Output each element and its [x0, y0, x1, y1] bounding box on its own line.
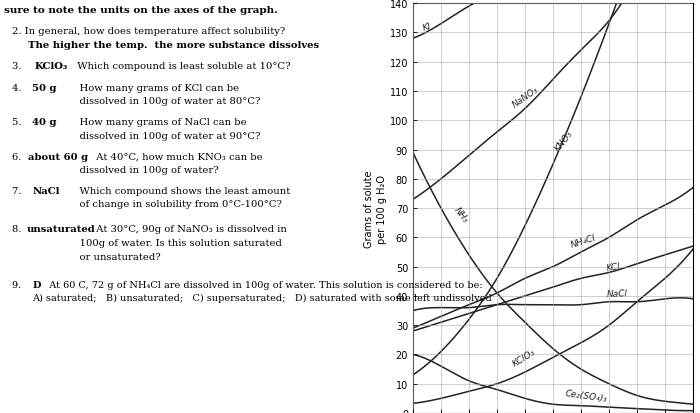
Text: 2. In general, how does temperature affect solubility?: 2. In general, how does temperature affe… [12, 26, 286, 36]
Text: 6.: 6. [12, 152, 28, 161]
Text: At 30°C, 90g of NaNO₃ is dissolved in: At 30°C, 90g of NaNO₃ is dissolved in [90, 225, 287, 234]
Text: dissolved in 100g of water at 80°C?: dissolved in 100g of water at 80°C? [67, 97, 260, 106]
Y-axis label: Grams of solute
per 100 g H₂O: Grams of solute per 100 g H₂O [365, 170, 387, 247]
Text: NaCl: NaCl [32, 187, 60, 195]
Text: 100g of water. Is this solution saturated: 100g of water. Is this solution saturate… [67, 238, 282, 247]
Text: NH₄Cl: NH₄Cl [570, 233, 597, 249]
Text: or unsaturated?: or unsaturated? [67, 252, 160, 261]
Text: Which compound shows the least amount: Which compound shows the least amount [67, 187, 290, 195]
Text: NaNO₃: NaNO₃ [511, 85, 540, 110]
Text: unsaturated: unsaturated [27, 225, 95, 234]
Text: At 40°C, how much KNO₃ can be: At 40°C, how much KNO₃ can be [90, 152, 262, 161]
Text: KCl: KCl [606, 261, 622, 273]
Text: Ce₂(SO₄)₃: Ce₂(SO₄)₃ [564, 388, 608, 403]
Text: How many grams of KCl can be: How many grams of KCl can be [67, 83, 239, 93]
Text: sure to note the units on the axes of the graph.: sure to note the units on the axes of th… [4, 6, 278, 15]
Text: NH₃: NH₃ [452, 205, 470, 224]
Text: KClO₃: KClO₃ [511, 347, 537, 368]
Text: 3.: 3. [12, 62, 34, 71]
Text: 40 g: 40 g [32, 118, 57, 127]
Text: dissolved in 100g of water at 90°C?: dissolved in 100g of water at 90°C? [67, 131, 260, 140]
Text: A) saturated;   B) unsaturated;   C) supersaturated;   D) saturated with some le: A) saturated; B) unsaturated; C) supersa… [32, 293, 492, 302]
Text: Which compound is least soluble at 10°C?: Which compound is least soluble at 10°C? [71, 62, 290, 71]
Text: KNO₃: KNO₃ [553, 129, 575, 153]
Text: 7.: 7. [12, 187, 31, 195]
Text: dissolved in 100g of water?: dissolved in 100g of water? [67, 166, 218, 175]
Text: The higher the temp.  the more substance dissolves: The higher the temp. the more substance … [29, 41, 320, 50]
Text: How many grams of NaCl can be: How many grams of NaCl can be [67, 118, 246, 127]
Text: 9.: 9. [12, 280, 31, 289]
Text: 50 g: 50 g [32, 83, 57, 93]
Text: 5.: 5. [12, 118, 31, 127]
Text: NaCl: NaCl [606, 288, 627, 298]
Text: of change in solubility from 0°C-100°C?: of change in solubility from 0°C-100°C? [67, 200, 282, 209]
Text: KI: KI [421, 22, 432, 33]
Text: 8.: 8. [12, 225, 24, 234]
Text: KClO₃: KClO₃ [34, 62, 68, 71]
Text: D: D [32, 280, 41, 289]
Text: about 60 g: about 60 g [29, 152, 89, 161]
Text: At 60 C, 72 g of NH₄Cl are dissolved in 100g of water. This solution is consider: At 60 C, 72 g of NH₄Cl are dissolved in … [43, 280, 482, 289]
Text: 4.: 4. [12, 83, 32, 93]
